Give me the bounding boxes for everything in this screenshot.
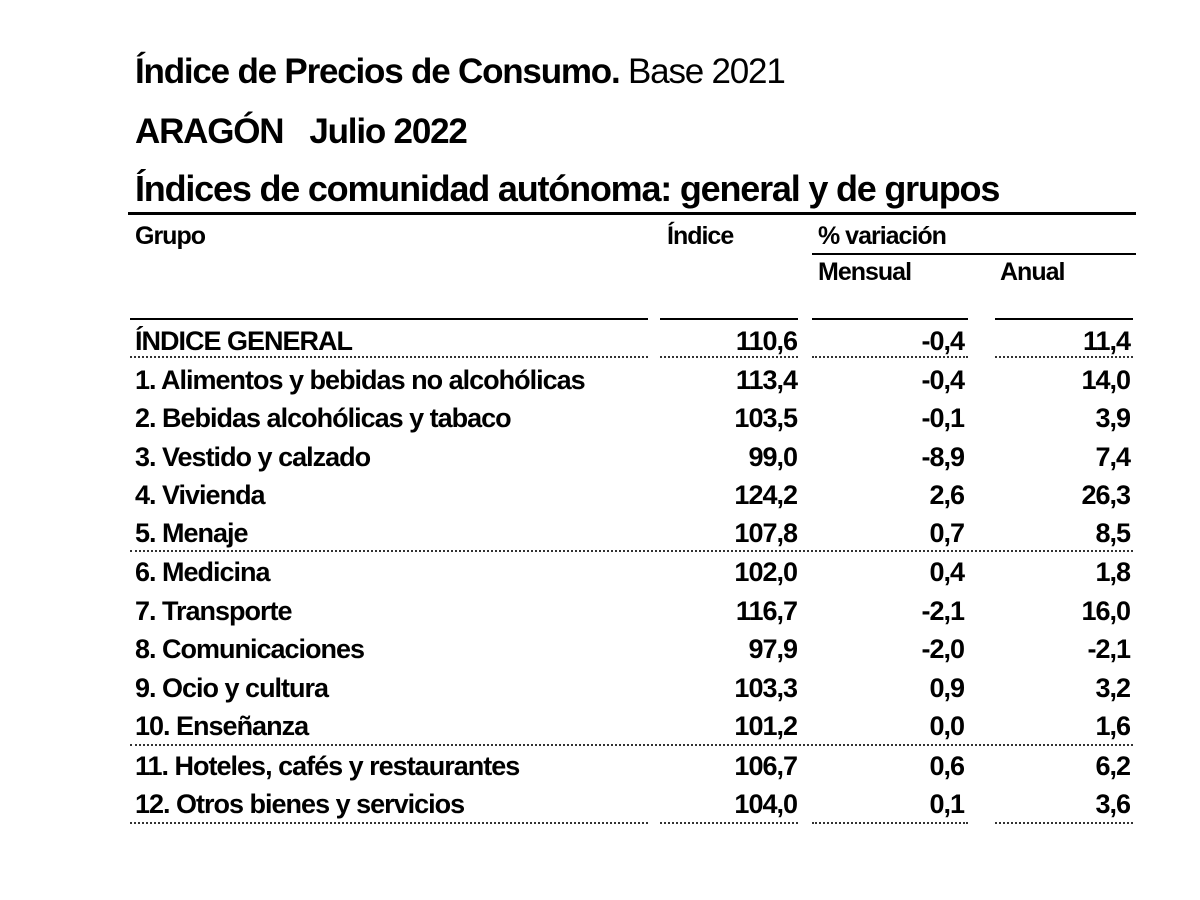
cell-variacion-mensual: 0,0 [929,711,965,741]
cell-variacion-mensual: 0,6 [929,751,965,781]
cell-indice: 113,4 [735,365,798,395]
cell-variacion-anual: -2,1 [1087,634,1131,664]
cell-variacion-anual: 1,6 [1095,711,1131,741]
column-header-variacion: % variación [818,222,947,250]
cell-grupo: 10. Enseñanza [135,711,309,741]
table-row: 5. Menaje 107,8 0,7 8,5 [0,514,1200,552]
header-rule-anual [995,318,1133,320]
cell-variacion-mensual: -2,1 [921,596,965,626]
cell-indice: 101,2 [734,711,798,741]
cell-indice: 99,0 [748,442,798,472]
cell-variacion-anual: 1,8 [1095,557,1131,587]
cell-variacion-mensual: -8,9 [921,442,965,472]
cell-variacion-mensual: 0,4 [929,557,965,587]
cell-grupo: 7. Transporte [135,596,293,626]
cell-variacion-anual: 8,5 [1095,518,1131,548]
cell-grupo: 2. Bebidas alcohólicas y tabaco [135,403,512,433]
cell-variacion-anual: 7,4 [1095,442,1131,472]
dotted-separator [812,822,968,824]
cell-grupo: ÍNDICE GENERAL [135,326,353,356]
cell-indice: 107,8 [734,518,798,548]
variacion-rule [812,253,1136,255]
cell-variacion-anual: 3,9 [1095,403,1131,433]
dotted-separator [130,744,1133,746]
cell-indice: 103,3 [734,673,798,703]
cell-grupo: 3. Vestido y calzado [135,442,371,472]
region-period: ARAGÓN Julio 2022 [135,112,468,152]
cell-variacion-anual: 6,2 [1095,751,1131,781]
table-row: 7. Transporte 116,7 -2,1 16,0 [0,592,1200,630]
header-rule-mensual [812,318,968,320]
period: Julio 2022 [309,112,467,151]
cell-variacion-anual: 26,3 [1081,480,1131,510]
cell-indice: 106,7 [734,751,798,781]
cell-grupo: 1. Alimentos y bebidas no alcohólicas [135,365,586,395]
cell-grupo: 4. Vivienda [135,480,266,510]
dotted-separator [995,356,1133,358]
column-header-mensual: Mensual [818,258,912,286]
table-row: 1. Alimentos y bebidas no alcohólicas 113… [0,361,1200,399]
table-row: 4. Vivienda 124,2 2,6 26,3 [0,476,1200,514]
cell-variacion-anual: 3,2 [1095,673,1131,703]
cell-variacion-mensual: 0,9 [929,673,965,703]
table-subtitle: Índices de comunidad autónoma: general y… [135,168,1000,209]
document-title: Índice de Precios de Consumo. Base 2021 [135,52,786,92]
dotted-separator [130,356,648,358]
cell-variacion-mensual: 0,7 [929,518,965,548]
dotted-separator [995,822,1133,824]
table-row: 6. Medicina 102,0 0,4 1,8 [0,553,1200,591]
cell-indice: 102,0 [734,557,798,587]
cell-variacion-mensual: -0,4 [921,326,965,356]
cell-indice: 110,6 [735,326,798,356]
cell-grupo: 11. Hoteles, cafés y restaurantes [135,751,520,781]
table-row: 9. Ocio y cultura 103,3 0,9 3,2 [0,669,1200,707]
cell-variacion-mensual: 2,6 [929,480,965,510]
table-row-general: ÍNDICE GENERAL 110,6 -0,4 11,4 [0,322,1200,360]
table-row: 11. Hoteles, cafés y restaurantes 106,7 0,… [0,747,1200,785]
cell-variacion-anual: 11,4 [1082,326,1131,356]
column-header-anual: Anual [1000,258,1065,286]
cell-indice: 124,2 [734,480,798,510]
cell-variacion-mensual: -2,0 [921,634,965,664]
cell-grupo: 5. Menaje [135,518,249,548]
cell-variacion-mensual: -0,4 [921,365,965,395]
cell-variacion-anual: 3,6 [1095,789,1131,819]
dotted-separator [812,356,968,358]
cell-indice: 104,0 [734,789,798,819]
table-row: 10. Enseñanza 101,2 0,0 1,6 [0,707,1200,745]
table-row: 3. Vestido y calzado 99,0 -8,9 7,4 [0,438,1200,476]
header-rule-indice [660,318,798,320]
cell-indice: 116,7 [735,596,798,626]
column-header-grupo: Grupo [135,222,206,250]
cell-variacion-anual: 16,0 [1081,596,1131,626]
region: ARAGÓN [135,112,285,151]
title-base: Base 2021 [628,52,786,91]
dotted-separator [660,822,798,824]
cell-indice: 97,9 [748,634,798,664]
dotted-separator [130,822,648,824]
dotted-separator [660,356,798,358]
dotted-separator [130,550,1133,552]
table-row: 2. Bebidas alcohólicas y tabaco 103,5 -0,1… [0,399,1200,437]
cell-variacion-mensual: -0,1 [921,403,965,433]
cell-grupo: 12. Otros bienes y servicios [135,789,465,819]
title-bold: Índice de Precios de Consumo. [135,52,621,91]
column-header-indice: Índice [667,222,734,250]
cell-grupo: 6. Medicina [135,557,271,587]
cell-grupo: 9. Ocio y cultura [135,673,329,703]
cell-variacion-anual: 14,0 [1081,365,1131,395]
table-row: 12. Otros bienes y servicios 104,0 0,1 3,6 [0,785,1200,823]
cell-variacion-mensual: 0,1 [929,789,965,819]
table-row: 8. Comunicaciones 97,9 -2,0 -2,1 [0,630,1200,668]
top-rule [128,212,1136,215]
cell-grupo: 8. Comunicaciones [135,634,365,664]
cell-indice: 103,5 [734,403,798,433]
header-rule-grupo [130,318,648,320]
